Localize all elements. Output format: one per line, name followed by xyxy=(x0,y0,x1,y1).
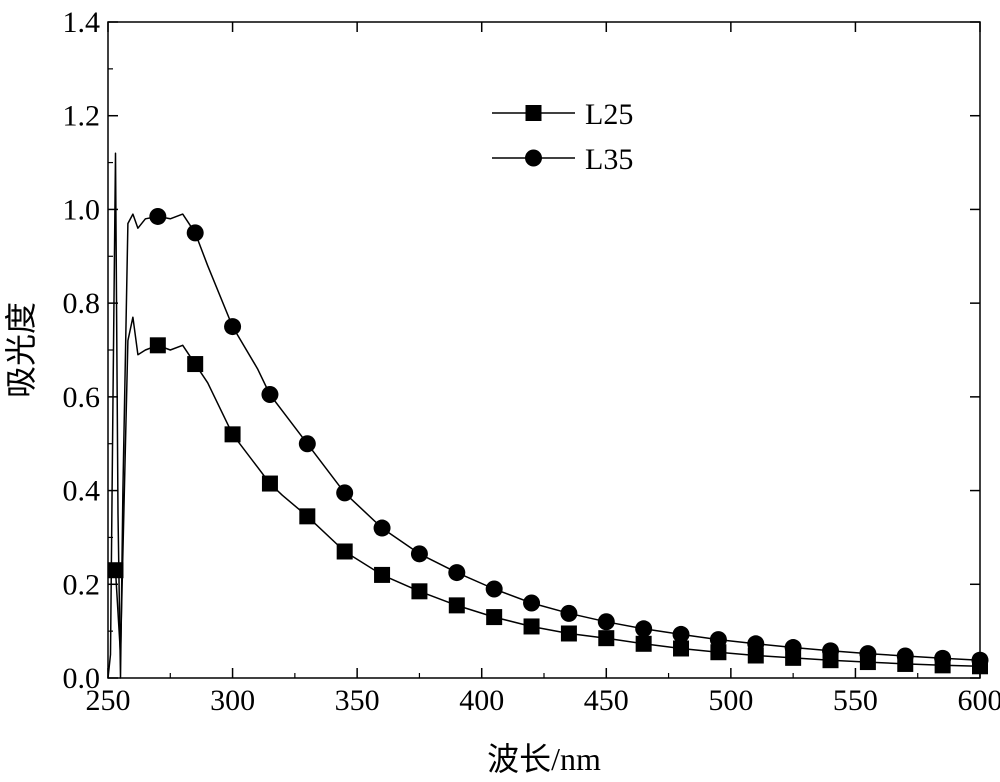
data-point-l35 xyxy=(448,564,466,582)
x-tick-label: 450 xyxy=(584,684,629,717)
legend-item-l25: L25 xyxy=(492,98,633,131)
y-tick-label: 0.4 xyxy=(63,475,101,508)
legend: L25 L35 xyxy=(492,98,633,176)
y-tick-label: 0.8 xyxy=(63,287,101,320)
x-tick-label: 300 xyxy=(210,684,255,717)
data-point-l35 xyxy=(672,625,690,643)
plot-frame xyxy=(107,21,981,679)
data-point-l25 xyxy=(336,543,353,560)
data-point-l35 xyxy=(261,386,279,404)
legend-marker-l35 xyxy=(525,149,542,167)
y-tick-label: 1.0 xyxy=(63,193,101,226)
data-point-l35 xyxy=(597,613,615,631)
series-layer xyxy=(107,152,989,679)
data-point-l35 xyxy=(784,639,802,657)
data-point-l25 xyxy=(411,583,428,600)
y-tick-label: 0.6 xyxy=(63,381,101,414)
legend-item-l35: L35 xyxy=(492,143,633,176)
data-point-l35 xyxy=(934,649,952,667)
data-point-l35 xyxy=(485,580,503,598)
data-point-l25 xyxy=(523,618,540,635)
data-point-l35 xyxy=(186,224,204,242)
data-point-l25 xyxy=(673,640,690,657)
data-point-l25 xyxy=(374,566,391,583)
y-axis: 0.0 0.2 0.4 0.6 0.8 1.0 1.2 1.4 xyxy=(63,6,980,695)
y-axis-title: 吸光度 xyxy=(3,302,39,398)
data-point-l25 xyxy=(560,625,577,642)
data-point-l35 xyxy=(224,318,242,336)
data-point-l25 xyxy=(486,609,503,626)
y-tick-label: 0.2 xyxy=(63,568,101,601)
data-point-l35 xyxy=(336,484,354,502)
data-point-l35 xyxy=(896,647,914,665)
y-tick-label: 1.4 xyxy=(63,6,101,39)
x-tick-label: 400 xyxy=(459,684,504,717)
data-point-l25 xyxy=(149,337,166,354)
data-point-l35 xyxy=(859,645,877,663)
data-point-l35 xyxy=(635,620,653,638)
legend-label-l35: L35 xyxy=(585,143,633,176)
data-point-l35 xyxy=(298,435,316,453)
data-point-l35 xyxy=(523,594,541,612)
data-point-l35 xyxy=(822,642,840,660)
data-point-l25 xyxy=(710,644,727,661)
legend-label-l25: L25 xyxy=(585,98,633,131)
data-point-l35 xyxy=(373,519,391,537)
x-tick-label: 350 xyxy=(335,684,380,717)
x-tick-label: 550 xyxy=(833,684,878,717)
data-point-l25 xyxy=(187,356,204,373)
data-point-l25 xyxy=(598,630,615,647)
y-tick-label: 0.0 xyxy=(63,662,101,695)
data-point-l25 xyxy=(261,475,278,492)
data-point-l35 xyxy=(410,545,428,563)
legend-marker-l25 xyxy=(525,105,542,121)
x-tick-label: 250 xyxy=(86,684,131,717)
series-line-l25 xyxy=(114,316,981,668)
data-point-l35 xyxy=(560,604,578,622)
data-point-l25 xyxy=(635,635,652,652)
data-point-l25 xyxy=(299,508,316,525)
data-point-l25 xyxy=(747,647,764,664)
data-point-l35 xyxy=(709,631,727,649)
data-point-l35 xyxy=(149,207,167,225)
series-line-l35 xyxy=(107,152,981,679)
plot-area xyxy=(107,21,981,679)
data-point-l35 xyxy=(971,651,989,669)
data-point-l25 xyxy=(448,597,465,614)
x-axis: 250 300 350 400 450 500 550 600 xyxy=(86,22,1000,717)
x-tick-label: 600 xyxy=(958,684,1000,717)
x-axis-title: 波长/nm xyxy=(487,741,601,777)
x-tick-label: 500 xyxy=(708,684,753,717)
data-point-l35 xyxy=(747,635,765,653)
data-point-l25 xyxy=(224,426,241,443)
y-tick-label: 1.2 xyxy=(63,100,101,133)
